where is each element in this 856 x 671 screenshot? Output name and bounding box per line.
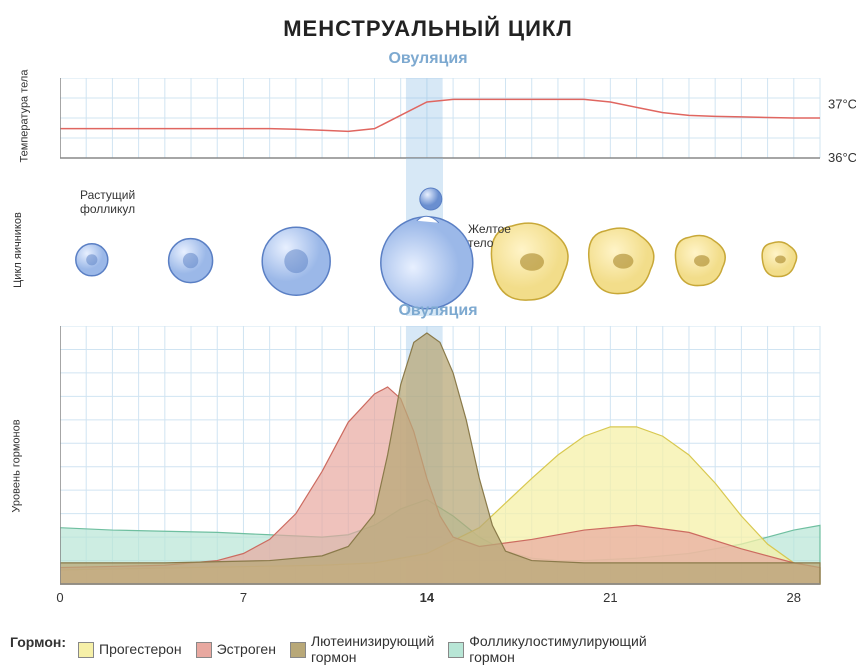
chart-container: МЕНСТРУАЛЬНЫЙ ЦИКЛ Овуляция Температура … [0, 0, 856, 671]
legend-item: Прогестерон [78, 642, 182, 658]
ovulation-label-top: Овуляция [10, 50, 846, 68]
legend-swatch [196, 642, 212, 658]
svg-text:36°C: 36°C [828, 150, 856, 162]
axis-label-hormones: Уровень гормонов [11, 419, 23, 512]
svg-text:37°C: 37°C [828, 97, 856, 112]
legend-swatch [78, 642, 94, 658]
legend-text: Фолликулостимулирующийгормон [469, 634, 646, 665]
page-title: МЕНСТРУАЛЬНЫЙ ЦИКЛ [10, 16, 846, 42]
legend-text: Прогестерон [99, 642, 182, 657]
legend-item: Эстроген [196, 642, 276, 658]
corpus-luteum-icon [579, 217, 667, 305]
legend: Гормон: Прогестерон Эстроген Лютеинизирующ… [10, 634, 850, 665]
hormone-chart [60, 326, 824, 588]
legend-swatch [448, 642, 464, 658]
x-tick: 14 [420, 590, 434, 605]
legend-text: Лютеинизирующийгормон [311, 634, 434, 665]
temperature-chart: 37°C 36°C [60, 78, 856, 162]
follicle-icon [71, 239, 113, 281]
legend-text: Эстроген [217, 642, 276, 657]
ovary-cycle-row [60, 186, 820, 296]
legend-swatch [290, 642, 306, 658]
x-tick: 7 [240, 590, 247, 605]
corpus-luteum-icon [668, 227, 736, 295]
axis-label-temperature: Температура тела [18, 70, 30, 163]
corpus-luteum-icon [757, 236, 804, 283]
legend-item: Лютеинизирующийгормон [290, 634, 434, 665]
axis-label-ovary: Цикл яичников [12, 212, 24, 288]
x-tick: 0 [56, 590, 63, 605]
x-tick: 28 [787, 590, 801, 605]
legend-title: Гормон: [10, 634, 66, 650]
growing-follicle-label: Растущийфолликул [80, 188, 135, 216]
follicle-icon [162, 232, 219, 289]
follicle-icon [252, 217, 340, 305]
legend-item: Фолликулостимулирующийгормон [448, 634, 646, 665]
corpus-luteum-label: Желтоетело [468, 222, 511, 250]
x-tick: 21 [603, 590, 617, 605]
ovulation-label-mid: Овуляция [10, 302, 856, 320]
